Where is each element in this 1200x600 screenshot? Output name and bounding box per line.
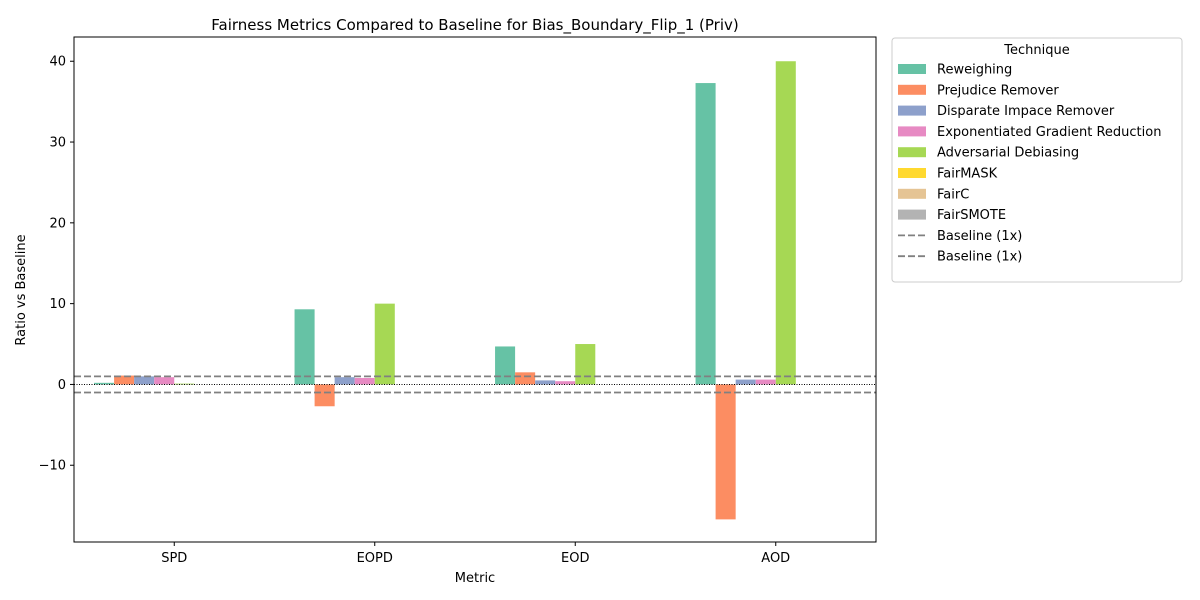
bar-aod-1 [715,384,736,520]
legend-swatch [898,84,926,95]
y-tick-label: 0 [58,378,66,393]
legend: Technique Reweighing Prejudice Remover Disp… [891,37,1183,283]
y-tick-label: 10 [49,297,66,312]
bar-eopd-4 [374,303,395,385]
bar-eod-2 [535,380,556,385]
legend-swatch [898,147,926,158]
y-axis-label: Ratio vs Baseline [14,234,29,345]
bar-aod-2 [735,379,756,385]
legend-entry-label: Baseline (1x) [937,229,1022,244]
legend-swatch [898,105,926,116]
bar-eopd-2 [334,377,355,385]
legend-entry-label: Baseline (1x) [937,250,1022,265]
legend-swatch [898,209,926,220]
legend-swatch [898,126,926,137]
bar-eod-1 [515,372,536,385]
x-tick-label: AOD [761,551,790,566]
y-tick-label: 40 [49,55,66,70]
bar-spd-0 [94,382,115,385]
bar-spd-3 [154,377,175,385]
legend-swatch [898,64,926,74]
bar-spd-2 [134,376,155,385]
x-axis-label: Metric [455,571,495,586]
legend-entry-label: Adversarial Debiasing [937,146,1079,161]
bar-aod-4 [775,61,796,385]
x-tick-label: SPD [161,551,187,566]
bar-aod-3 [755,379,776,385]
y-tick-label: 30 [49,136,66,151]
x-tick-label: EOPD [357,551,393,566]
x-tick-label: EOD [561,551,589,566]
legend-entry-label: FairMASK [937,167,998,182]
y-tick-label: −10 [39,459,66,474]
legend-entry-label: FairSMOTE [937,208,1006,223]
legend-swatch [898,188,926,199]
legend-entry-label: Prejudice Remover [937,83,1059,98]
bar-eod-4 [575,344,596,385]
bar-aod-0 [695,83,716,385]
plot-area: −10 0 10 20 30 40 SPD EOPD EOD AOD [39,36,877,566]
legend-entry-label: Exponentiated Gradient Reduction [937,125,1161,140]
chart-title: Fairness Metrics Compared to Baseline fo… [211,16,738,35]
bar-eopd-1 [314,384,335,407]
bar-eod-3 [555,381,576,385]
legend-swatch [898,168,926,178]
bar-eod-0 [495,346,516,385]
legend-title: Technique [1003,43,1069,58]
legend-entry-label: FairC [937,187,969,202]
bar-eopd-3 [354,377,375,385]
plot-frame [73,36,877,543]
bar-spd-1 [114,375,135,385]
legend-entry-label: Reweighing [937,63,1012,78]
legend-entry-label: Disparate Impace Remover [937,104,1115,119]
y-tick-label: 20 [49,216,66,231]
bar-eopd-0 [294,309,315,385]
legend-box [891,37,1183,283]
